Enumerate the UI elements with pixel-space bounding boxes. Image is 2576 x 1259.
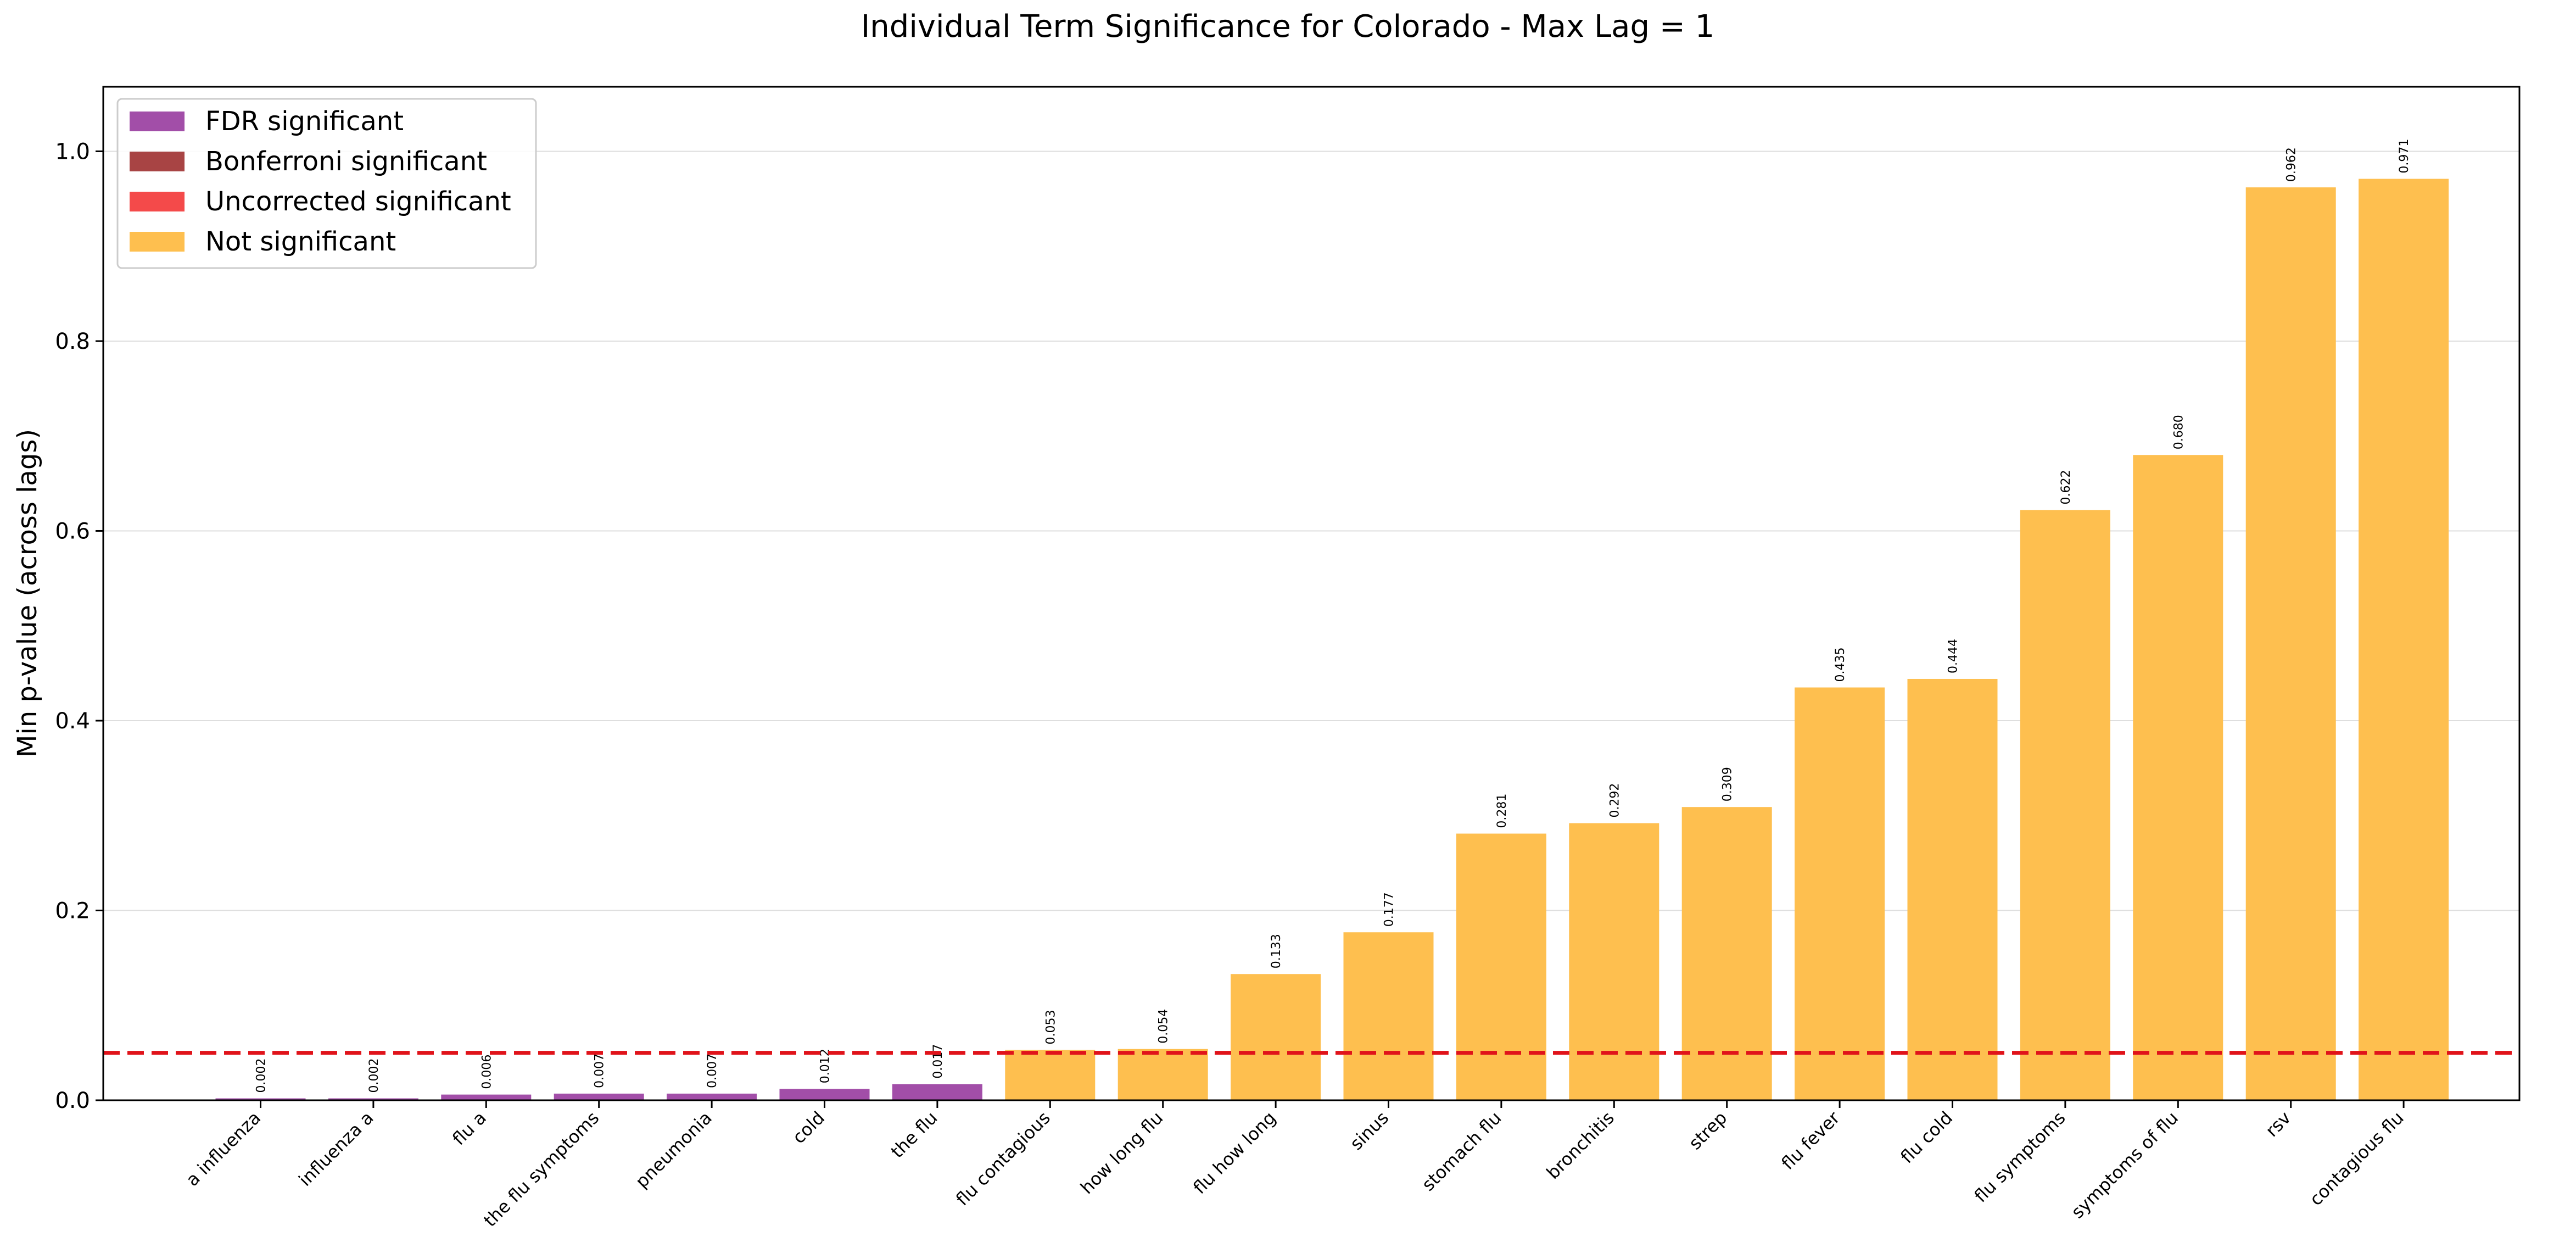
legend-swatch <box>130 152 185 171</box>
value-label: 0.006 <box>480 1055 494 1089</box>
value-label: 0.133 <box>1270 934 1283 968</box>
value-label: 0.054 <box>1157 1009 1171 1044</box>
value-label: 0.177 <box>1383 892 1396 927</box>
value-label: 0.007 <box>706 1054 719 1088</box>
bar <box>2133 455 2223 1100</box>
y-axis: 0.0 0.2 0.4 0.6 0.8 1.0 <box>55 139 103 1113</box>
y-tick-label: 0.2 <box>55 898 90 923</box>
value-label: 0.680 <box>2172 415 2186 449</box>
bar <box>2245 187 2336 1101</box>
bar <box>1681 807 1772 1100</box>
y-tick-label: 1.0 <box>55 139 90 164</box>
value-label: 0.002 <box>255 1059 269 1093</box>
value-label: 0.971 <box>2398 139 2411 174</box>
y-tick-label: 0.8 <box>55 329 90 354</box>
plot-frame <box>102 86 2521 1101</box>
bar <box>1569 823 1659 1100</box>
legend-swatch <box>130 112 185 131</box>
value-label: 0.962 <box>2285 147 2299 182</box>
bar <box>328 1098 418 1100</box>
value-label: 0.281 <box>1495 794 1509 828</box>
bar <box>441 1094 532 1100</box>
value-label: 0.309 <box>1721 767 1735 801</box>
y-tick-label: 0.6 <box>55 519 90 544</box>
value-label: 0.622 <box>2059 470 2073 504</box>
legend-swatch <box>130 232 185 252</box>
value-labels-layer: 0.002 0.002 0.006 0.007 0.007 0.012 0.0170.053… <box>255 139 2412 1093</box>
bar <box>1005 1050 1096 1100</box>
legend-box <box>116 98 537 269</box>
legend-label: Bonferroni significant <box>205 146 487 177</box>
value-label: 0.435 <box>1834 648 1847 682</box>
legend-label: Not significant <box>205 226 396 257</box>
bar <box>554 1093 644 1100</box>
bar <box>1907 678 1998 1100</box>
legend-label: Uncorrected significant <box>205 186 511 217</box>
y-tick-label: 0.4 <box>55 709 90 734</box>
bar <box>2020 510 2110 1100</box>
bar <box>779 1089 870 1100</box>
legend-label: FDR significant <box>205 106 404 137</box>
bar <box>1343 932 1434 1100</box>
value-label: 0.292 <box>1608 783 1622 818</box>
value-label: 0.053 <box>1044 1010 1058 1044</box>
bar <box>1456 833 1546 1100</box>
y-tick-label: 0.0 <box>55 1088 90 1113</box>
value-label: 0.007 <box>593 1054 607 1088</box>
legend-swatch <box>130 192 185 211</box>
bar <box>892 1084 982 1100</box>
value-label: 0.002 <box>367 1059 381 1093</box>
legend: FDR significant Bonferroni significant Unc… <box>116 98 537 269</box>
value-label: 0.444 <box>1947 639 1960 673</box>
bar <box>1795 687 1885 1100</box>
chart-title: Individual Term Significance for Colorad… <box>861 9 1714 44</box>
value-label: 0.017 <box>931 1044 945 1079</box>
bar <box>2359 179 2449 1101</box>
bar <box>215 1098 306 1100</box>
bar <box>667 1093 757 1100</box>
bar <box>1231 974 1321 1100</box>
y-axis-label: Min p-value (across lags) <box>12 429 43 757</box>
bar <box>1117 1049 1208 1100</box>
